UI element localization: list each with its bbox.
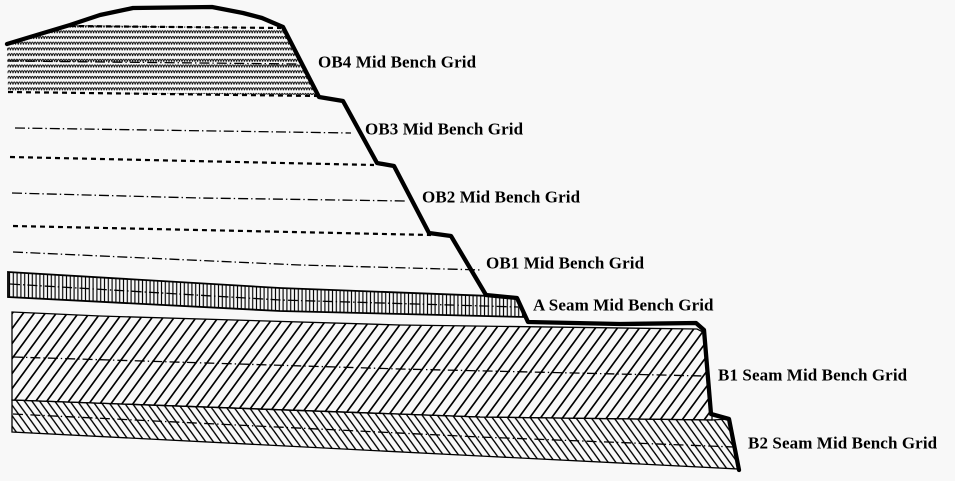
- ob4-top-grid-line: [69, 24, 282, 30]
- ob2-mid-bench-grid-line: [11, 192, 407, 202]
- label-ob1-mid-bench-grid: OB1 Mid Bench Grid: [486, 253, 645, 273]
- ob3-base-grid-line: [9, 155, 375, 167]
- label-b1-seam-mid-bench-grid: B1 Seam Mid Bench Grid: [718, 365, 908, 385]
- ob4-overburden-region: [7, 25, 318, 95]
- label-ob3-mid-bench-grid: OB3 Mid Bench Grid: [365, 119, 524, 139]
- label-ob2-mid-bench-grid: OB2 Mid Bench Grid: [422, 187, 581, 207]
- b1-seam-mid-bench-grid-line: [12, 356, 705, 377]
- bench-grid-lines-layer: [7, 24, 735, 448]
- label-a-seam-mid-bench-grid: A Seam Mid Bench Grid: [533, 295, 714, 315]
- ob1-mid-bench-grid-line: [12, 251, 483, 271]
- ob3-mid-bench-grid-line: [14, 127, 352, 134]
- ob4-base-grid-line: [7, 90, 319, 98]
- label-ob4-mid-bench-grid: OB4 Mid Bench Grid: [318, 52, 477, 72]
- ob4-mid-bench-grid-line: [7, 60, 299, 65]
- pit-highwall-profile-line: [4, 4, 742, 473]
- ob2-base-grid-line: [12, 224, 432, 237]
- label-b2-seam-mid-bench-grid: B2 Seam Mid Bench Grid: [748, 433, 938, 453]
- a-seam-region: [7, 271, 526, 318]
- highwall-profile-layer: [4, 4, 742, 473]
- stratigraphy-regions-layer: [7, 25, 740, 470]
- a-seam-mid-bench-grid-line: [9, 283, 519, 308]
